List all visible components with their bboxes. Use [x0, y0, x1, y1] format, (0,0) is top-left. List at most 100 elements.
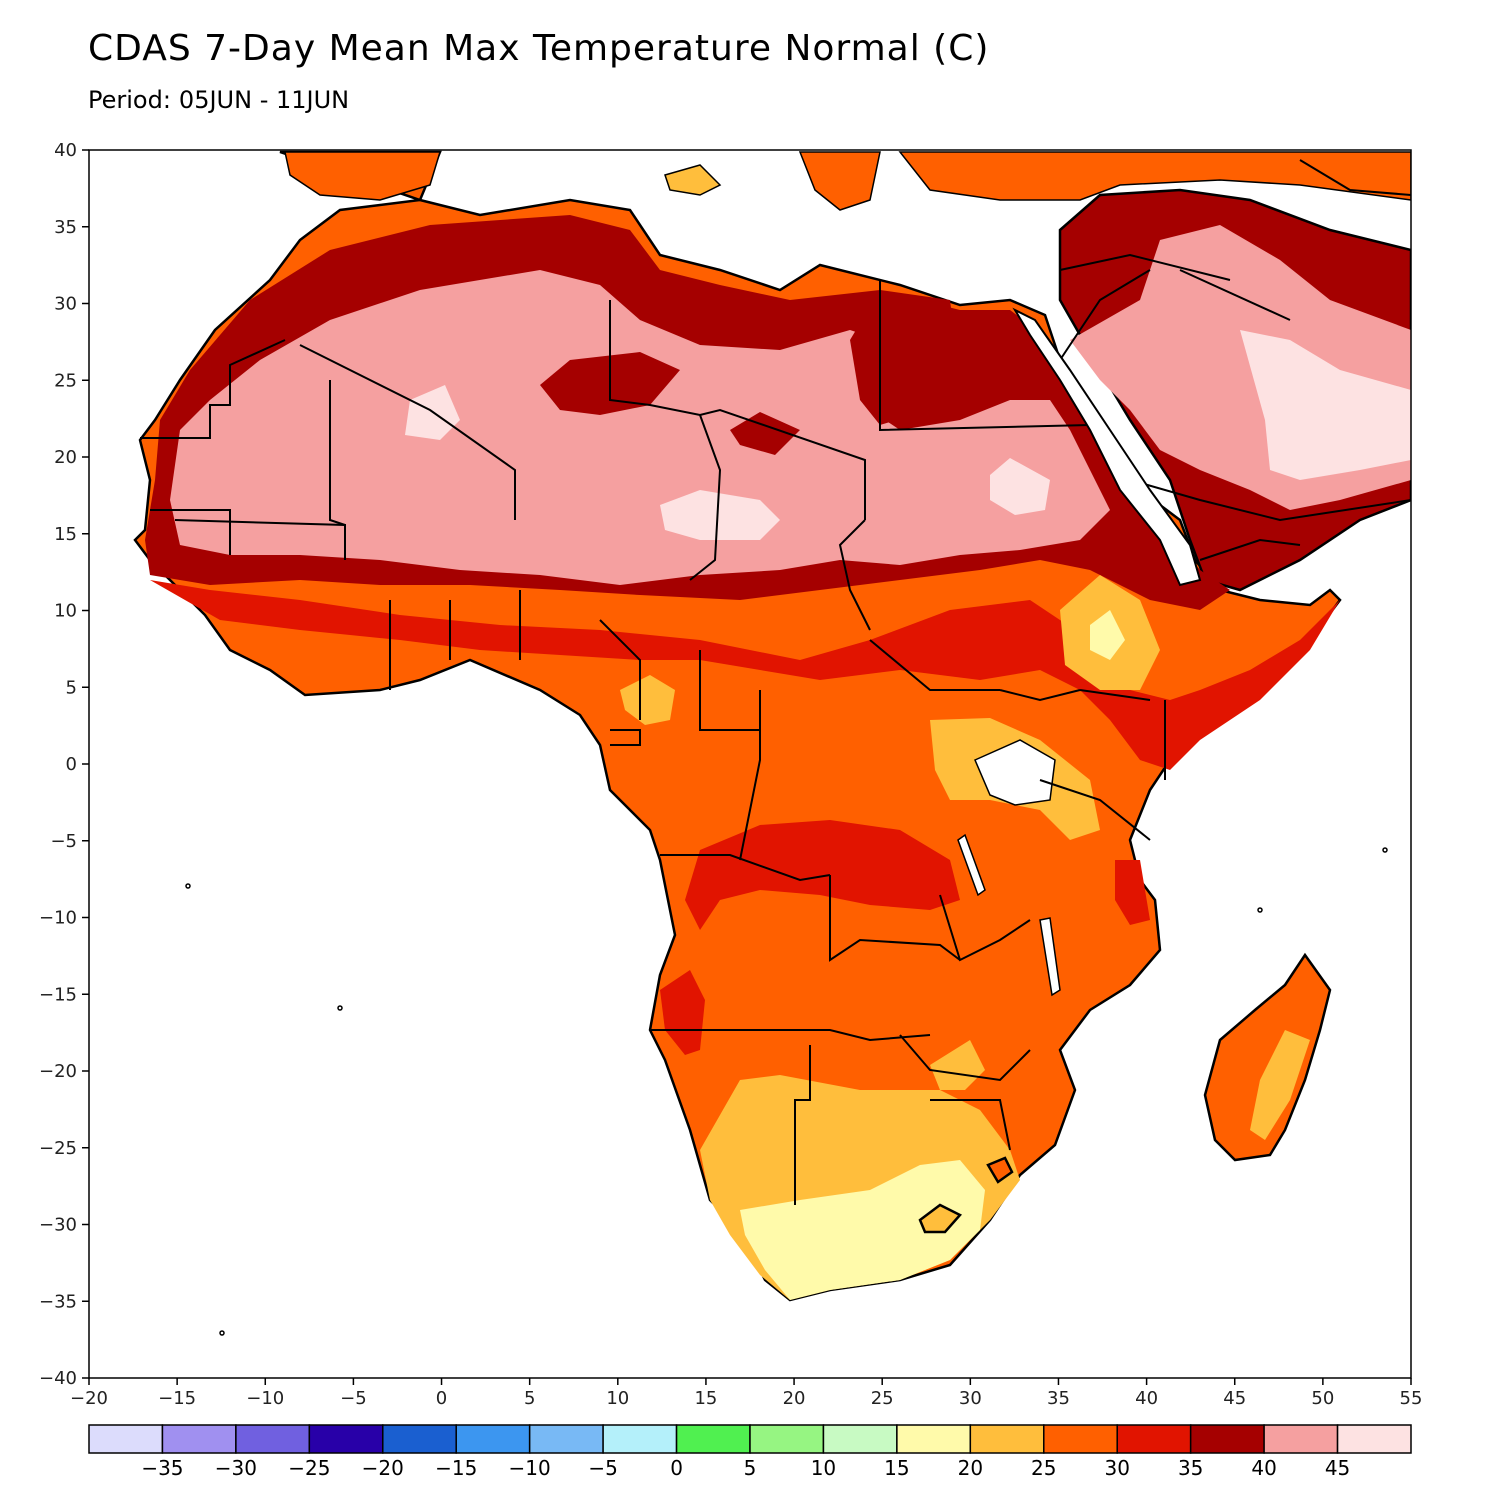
- colorbar-swatch: [88, 1424, 164, 1454]
- lon-tick-label: 40: [1135, 1388, 1158, 1409]
- red-sea: [1012, 307, 1202, 587]
- colorbar-swatch: [896, 1424, 972, 1454]
- lon-tick-label: 45: [1223, 1388, 1246, 1409]
- lat-tick-label: 25: [54, 370, 77, 391]
- lon-tick-label: 15: [694, 1388, 717, 1409]
- lon-tick-label: 55: [1400, 1388, 1423, 1409]
- ethiopia-cool-20: [1090, 610, 1125, 660]
- lat-tick-label: 20: [54, 447, 77, 468]
- madagascar: [1203, 952, 1332, 1162]
- colorbar-label: 40: [1251, 1456, 1276, 1480]
- italy-sicily: [664, 164, 722, 196]
- colorbar-label: 20: [958, 1456, 983, 1480]
- lat-tick-label: −20: [39, 1061, 77, 1082]
- arabia-hot-spot: [1240, 330, 1411, 480]
- colorbar-label: 0: [670, 1456, 683, 1480]
- colorbar-label: −25: [288, 1456, 330, 1480]
- lat-tick-label: −35: [39, 1291, 77, 1312]
- colorbar-swatch: [528, 1424, 604, 1454]
- lat-tick-label: −30: [39, 1215, 77, 1236]
- lon-tick-label: 25: [871, 1388, 894, 1409]
- colorbar-label: 35: [1178, 1456, 1203, 1480]
- colorbar-label: −30: [215, 1456, 257, 1480]
- tanzania-red: [1115, 860, 1150, 925]
- lat-tick-label: 30: [54, 294, 77, 315]
- colorbar-label: −35: [141, 1456, 183, 1480]
- greece: [798, 151, 881, 211]
- lat-tick-label: 10: [54, 601, 77, 622]
- lake-tanganyika: [957, 833, 986, 897]
- lat-tick-label: −10: [39, 908, 77, 929]
- colorbar-swatch: [235, 1424, 311, 1454]
- lat-tick-label: 35: [54, 217, 77, 238]
- colorbar-label: −15: [435, 1456, 477, 1480]
- angola-red: [660, 970, 705, 1055]
- lon-tick-label: 5: [524, 1388, 535, 1409]
- lat-axis: 40 35 30 25 20 15 10 5 0 −5 −10 −15 −20 −25 −30 −35 −40: [39, 140, 89, 1389]
- colorbar-swatch: [308, 1424, 384, 1454]
- colorbar-swatch: [675, 1424, 751, 1454]
- colorbar-swatch: [1189, 1424, 1265, 1454]
- lon-tick-label: 50: [1311, 1388, 1334, 1409]
- lon-tick-label: 35: [1047, 1388, 1070, 1409]
- zimbabwe-25: [930, 1040, 985, 1090]
- lat-tick-label: −15: [39, 984, 77, 1005]
- sahel-red-band: [150, 580, 1340, 770]
- country-borders: [140, 159, 1411, 1205]
- colorbar-swatch: [969, 1424, 1045, 1454]
- period-subtitle: Period: 05JUN - 11JUN: [88, 86, 349, 114]
- colorbar-label: 5: [744, 1456, 757, 1480]
- lake-malawi: [1039, 917, 1061, 997]
- colorbar-swatch: [602, 1424, 678, 1454]
- south-africa-20: [740, 1160, 985, 1300]
- hot-blob-egypt: [850, 290, 960, 425]
- cameroon-cool: [620, 675, 675, 725]
- lon-tick-label: 0: [436, 1388, 447, 1409]
- colorbar-label: 15: [884, 1456, 909, 1480]
- lon-tick-label: −10: [246, 1388, 284, 1409]
- lon-axis: −20 −15 −10 −5 0 5 10 15 20 25 30 35 40 45 50 55: [70, 1378, 1422, 1409]
- colorbar-swatch: [1263, 1424, 1339, 1454]
- colorbar-swatch: [1336, 1424, 1412, 1454]
- iberia: [284, 151, 442, 201]
- colorbar-label: 10: [811, 1456, 836, 1480]
- colorbar-swatch: [161, 1424, 237, 1454]
- chart-title: CDAS 7-Day Mean Max Temperature Normal (…: [88, 28, 990, 69]
- colorbar-label: −10: [509, 1456, 551, 1480]
- lat-tick-label: 15: [54, 524, 77, 545]
- lon-tick-label: −5: [340, 1388, 367, 1409]
- lat-tick-label: 40: [54, 140, 77, 161]
- lat-tick-label: 5: [66, 677, 77, 698]
- congo-red-band: [685, 820, 960, 930]
- colorbar: −35 −30 −25 −20 −15 −10 −5 0 5 10 15 20 25 30 35 40 45: [88, 1424, 1412, 1480]
- islands: [185, 847, 1388, 1336]
- sahara-hot-spot-2: [660, 490, 780, 540]
- sahara-hot-spot-3: [990, 458, 1050, 515]
- colorbar-swatch: [382, 1424, 457, 1454]
- colorbar-swatch: [1043, 1424, 1118, 1454]
- lon-tick-label: −15: [158, 1388, 196, 1409]
- colorbar-label: 25: [1031, 1456, 1056, 1480]
- period-label: Period:: [88, 86, 171, 114]
- southern-europe: [898, 151, 1411, 201]
- colorbar-label: 30: [1104, 1456, 1129, 1480]
- map-plot-area: [133, 150, 1411, 1336]
- lat-tick-label: −25: [39, 1138, 77, 1159]
- colorbar-label: −5: [588, 1456, 617, 1480]
- colorbar-label: 45: [1325, 1456, 1350, 1480]
- colorbar-swatch: [749, 1424, 825, 1454]
- lon-tick-label: 20: [783, 1388, 806, 1409]
- colorbar-label: −20: [362, 1456, 404, 1480]
- lat-tick-label: −5: [50, 831, 77, 852]
- madagascar-east: [1250, 1030, 1310, 1140]
- hot-blob-chad: [730, 412, 800, 455]
- colorbar-swatch: [1116, 1424, 1192, 1454]
- lake-victoria: [974, 739, 1056, 806]
- lon-tick-label: −20: [70, 1388, 108, 1409]
- lat-tick-label: 0: [66, 754, 77, 775]
- lon-tick-label: 30: [959, 1388, 982, 1409]
- colorbar-swatch: [822, 1424, 898, 1454]
- period-value: 05JUN - 11JUN: [178, 86, 350, 114]
- lesotho: [918, 1203, 963, 1234]
